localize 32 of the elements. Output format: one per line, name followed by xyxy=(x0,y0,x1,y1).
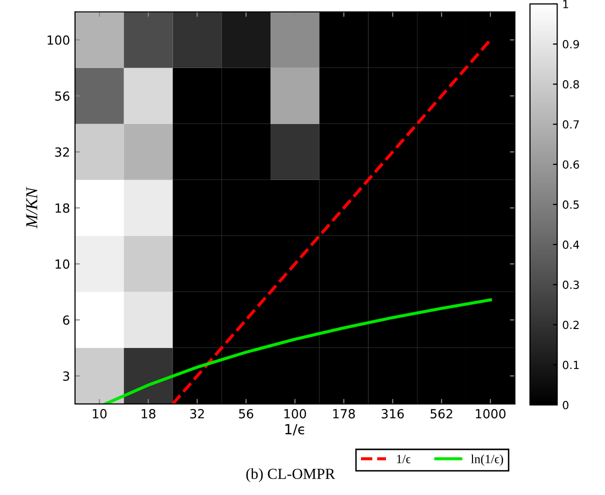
legend-label: 1/ϵ xyxy=(397,454,411,464)
y-tick-label: 32 xyxy=(55,147,69,157)
x-tick-label: 562 xyxy=(430,409,452,418)
x-axis-title: 1/ϵ xyxy=(285,424,304,436)
color-bar-label: 0 xyxy=(562,400,568,410)
x-tick-label: 100 xyxy=(284,409,306,418)
text: (b) CL-OMPR xyxy=(246,468,336,482)
color-bar-label: 0.7 xyxy=(562,120,579,129)
color-bar-label: 0.9 xyxy=(562,40,579,48)
color-bar-label: 0.8 xyxy=(562,80,579,89)
x-tick-label: 56 xyxy=(239,409,254,418)
x-tick-label: 18 xyxy=(142,409,156,418)
y-tick-label: 3 xyxy=(63,371,70,381)
color-bar-label: 0.5 xyxy=(562,200,579,209)
color-bar-label: 0.2 xyxy=(562,320,579,330)
y-tick-label: 18 xyxy=(56,203,70,213)
x-tick-label: 178 xyxy=(333,409,355,418)
color-bar-label: 1 xyxy=(563,0,568,8)
y-tick-label: 56 xyxy=(55,91,70,101)
color-bar-label: 0.4 xyxy=(562,240,580,249)
x-tick-label: 1000 xyxy=(476,409,506,418)
y-tick-label: 100 xyxy=(48,35,70,45)
y-tick-label: 10 xyxy=(56,259,70,269)
y-axis-title: M/KN xyxy=(26,186,38,228)
x-tick-label: 316 xyxy=(382,409,404,418)
color-bar-label: 0.1 xyxy=(562,360,579,370)
color-bar-label: 0.6 xyxy=(562,160,580,169)
x-tick-label: 32 xyxy=(190,409,204,418)
x-tick-label: 10 xyxy=(92,409,107,418)
color-bar-label: 0.3 xyxy=(562,280,579,290)
legend-label: ln(1/ϵ) xyxy=(471,454,504,466)
y-tick-label: 6 xyxy=(63,315,70,325)
